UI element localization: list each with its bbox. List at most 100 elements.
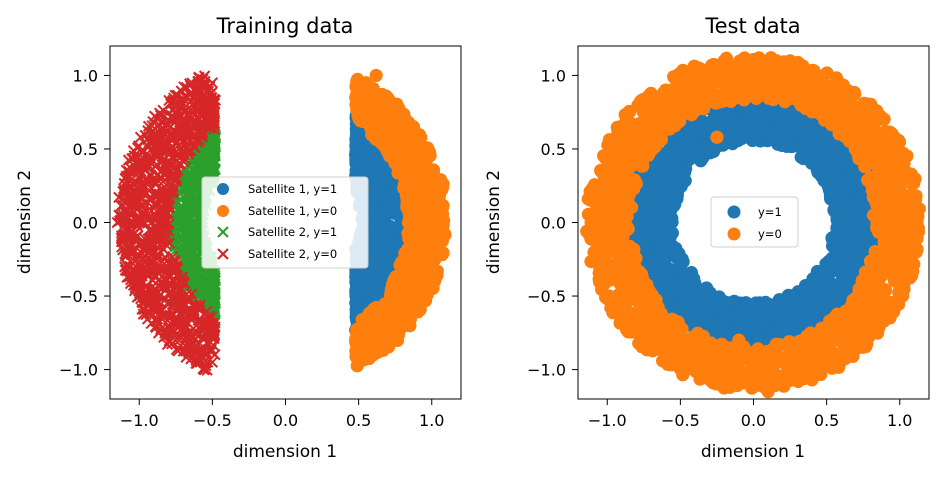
data-point [183,166,196,178]
data-point [196,130,209,142]
data-point [182,127,195,140]
data-point [389,158,404,172]
legend-label-satellite-1-y0: Satellite 1, y=0 [248,204,337,218]
data-point [144,156,156,168]
x-tick-label: −1.0 [120,411,159,430]
data-point [188,178,201,191]
data-point [401,193,415,207]
data-point [133,275,145,288]
data-point [391,279,405,293]
data-point [421,232,435,247]
y-tick-label: −1.0 [59,361,98,380]
data-point [181,137,193,150]
data-point [417,274,432,288]
legend-label-satellite-1-y1: Satellite 1, y=1 [248,182,337,196]
data-point [206,297,219,310]
series-y-1 [622,90,885,355]
data-point [176,218,188,231]
data-point [177,115,190,127]
data-point [352,98,366,112]
data-point [375,314,389,329]
data-point [206,356,219,368]
x-axis-label: dimension 1 [233,442,337,462]
data-point [369,68,383,83]
data-point [167,113,179,125]
data-point [349,127,364,141]
data-point [197,73,209,86]
data-point [192,330,204,342]
data-point [208,139,221,151]
data-point [163,186,175,198]
data-point [160,128,172,141]
data-point [183,260,195,273]
data-point [403,304,417,318]
data-point [144,254,157,266]
data-point [422,175,436,189]
data-point [194,156,207,168]
data-point [413,205,427,220]
y-tick-label: 0.0 [73,214,98,233]
data-point [197,363,209,375]
data-point [193,277,205,290]
data-point [417,157,432,171]
data-point [129,202,141,214]
data-point [160,199,173,211]
data-point [158,257,171,270]
panel-title: Test data [704,14,800,38]
data-point [369,186,383,200]
legend-marker-satellite-1-y0 [217,205,229,217]
data-point [428,271,442,285]
data-point [146,119,158,132]
data-point [162,225,175,237]
data-point [134,131,147,143]
data-point [350,326,365,340]
data-point [185,288,198,300]
data-point [126,225,138,238]
legend-marker-satellite-2-y1 [217,226,229,238]
data-point [172,89,184,102]
data-point [407,127,421,141]
data-point [148,297,160,310]
data-point [129,270,142,282]
data-point [143,176,156,189]
data-point [360,109,374,123]
data-point [166,260,178,273]
data-point [369,205,383,220]
data-point [366,348,380,362]
training-data-panel: Training data −1.0 −0.5 0.0 0.5 1.0−1.0−0.50… [15,14,462,462]
data-point [350,140,365,155]
data-point [135,292,147,305]
data-point [170,106,182,118]
data-point [192,93,204,106]
data-point [152,267,164,279]
data-point [205,327,218,339]
data-point [163,148,175,160]
data-point [167,308,180,321]
data-point [158,331,170,344]
data-point [426,199,440,213]
data-point [398,175,412,189]
data-point [354,348,369,362]
x-tick-label: −0.5 [193,411,232,430]
data-point [140,308,152,321]
data-point [190,117,202,130]
legend-marker-satellite-2-y0 [217,248,229,260]
data-point [183,204,196,216]
data-point [173,159,186,171]
data-point [162,319,175,332]
data-point [127,144,140,157]
data-point [425,186,439,200]
y-tick-label: −0.5 [59,287,98,306]
data-point [126,246,138,258]
data-point [190,301,203,313]
data-point [174,246,186,258]
data-point [122,240,134,253]
y-tick-label: 0.5 [73,140,98,159]
data-point [154,202,166,215]
data-point [171,315,183,328]
data-point [379,89,393,103]
data-point [136,303,148,315]
data-point [398,121,412,135]
data-point [132,230,144,242]
data-point [206,77,219,89]
